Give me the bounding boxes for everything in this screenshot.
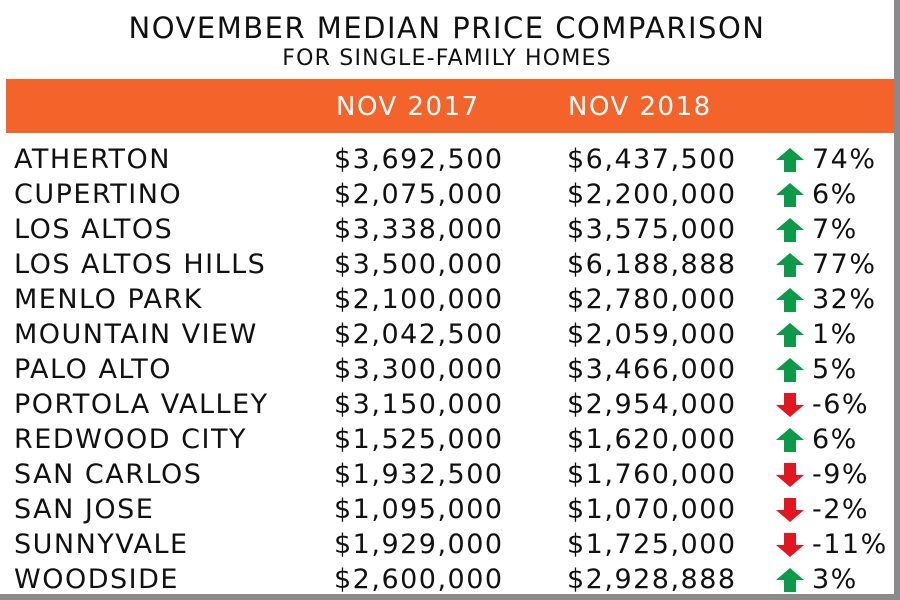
price-nov-2017: $1,929,000 [334, 529, 504, 560]
arrow-up-icon [776, 323, 804, 347]
table-row: SAN JOSE $1,095,000 $1,070,000 -2% [0, 492, 894, 527]
city-name: MOUNTAIN VIEW [14, 319, 258, 350]
percent-change: -9% [812, 459, 870, 490]
arrow-up-icon [776, 288, 804, 312]
city-name: SAN JOSE [14, 494, 155, 525]
price-nov-2017: $1,525,000 [334, 424, 504, 455]
table-row: CUPERTINO $2,075,000 $2,200,000 6% [0, 177, 894, 212]
table-row: LOS ALTOS HILLS $3,500,000 $6,188,888 77% [0, 247, 894, 282]
table-row: WOODSIDE $2,600,000 $2,928,888 3% [0, 562, 894, 597]
column-header-nov-2018: NOV 2018 [568, 92, 712, 122]
price-nov-2018: $3,466,000 [567, 354, 737, 385]
arrow-down-icon [776, 533, 804, 557]
arrow-down-icon [776, 393, 804, 417]
price-nov-2018: $1,725,000 [567, 529, 737, 560]
arrow-down-icon [776, 498, 804, 522]
price-table: ATHERTON $3,692,500 $6,437,500 74% CUPERTINO… [0, 142, 894, 597]
percent-change: 74% [812, 144, 877, 175]
page-title: NOVEMBER MEDIAN PRICE COMPARISON [128, 11, 766, 45]
price-nov-2017: $2,075,000 [334, 179, 504, 210]
table-row: PORTOLA VALLEY $3,150,000 $2,954,000 -6% [0, 387, 894, 422]
price-nov-2018: $1,070,000 [567, 494, 737, 525]
percent-change: 1% [812, 319, 858, 350]
percent-change: 5% [812, 354, 858, 385]
price-nov-2018: $3,575,000 [567, 214, 737, 245]
table-row: SUNNYVALE $1,929,000 $1,725,000 -11% [0, 527, 894, 562]
percent-change: 3% [812, 564, 858, 595]
price-nov-2017: $3,150,000 [334, 389, 504, 420]
city-name: CUPERTINO [14, 179, 183, 210]
price-nov-2017: $2,042,500 [334, 319, 504, 350]
city-name: PALO ALTO [14, 354, 172, 385]
city-name: MENLO PARK [14, 284, 203, 315]
percent-change: -11% [812, 529, 888, 560]
arrow-up-icon [776, 218, 804, 242]
arrow-up-icon [776, 183, 804, 207]
price-nov-2017: $2,100,000 [334, 284, 504, 315]
city-name: REDWOOD CITY [14, 424, 247, 455]
price-nov-2018: $2,059,000 [567, 319, 737, 350]
percent-change: 6% [812, 424, 858, 455]
page-subtitle: FOR SINGLE-FAMILY HOMES [282, 46, 612, 71]
price-nov-2018: $1,620,000 [567, 424, 737, 455]
price-nov-2018: $2,954,000 [567, 389, 737, 420]
price-nov-2017: $3,338,000 [334, 214, 504, 245]
table-row: ATHERTON $3,692,500 $6,437,500 74% [0, 142, 894, 177]
table-row: LOS ALTOS $3,338,000 $3,575,000 7% [0, 212, 894, 247]
percent-change: 77% [812, 249, 877, 280]
city-name: LOS ALTOS [14, 214, 174, 245]
arrow-up-icon [776, 568, 804, 592]
price-nov-2017: $2,600,000 [334, 564, 504, 595]
table-row: SAN CARLOS $1,932,500 $1,760,000 -9% [0, 457, 894, 492]
percent-change: -2% [812, 494, 870, 525]
price-nov-2017: $1,932,500 [334, 459, 504, 490]
column-header-band [6, 79, 894, 133]
table-row: MENLO PARK $2,100,000 $2,780,000 32% [0, 282, 894, 317]
percent-change: 7% [812, 214, 858, 245]
arrow-up-icon [776, 148, 804, 172]
arrow-up-icon [776, 428, 804, 452]
arrow-up-icon [776, 358, 804, 382]
city-name: SUNNYVALE [14, 529, 189, 560]
price-nov-2017: $3,500,000 [334, 249, 504, 280]
price-nov-2018: $2,780,000 [567, 284, 737, 315]
city-name: WOODSIDE [14, 564, 179, 595]
arrow-down-icon [776, 463, 804, 487]
price-nov-2017: $3,692,500 [334, 144, 504, 175]
price-nov-2017: $3,300,000 [334, 354, 504, 385]
percent-change: 6% [812, 179, 858, 210]
table-row: REDWOOD CITY $1,525,000 $1,620,000 6% [0, 422, 894, 457]
table-row: MOUNTAIN VIEW $2,042,500 $2,059,000 1% [0, 317, 894, 352]
price-nov-2017: $1,095,000 [334, 494, 504, 525]
city-name: SAN CARLOS [14, 459, 203, 490]
table-row: PALO ALTO $3,300,000 $3,466,000 5% [0, 352, 894, 387]
percent-change: -6% [812, 389, 870, 420]
column-header-nov-2017: NOV 2017 [336, 92, 480, 122]
price-nov-2018: $1,760,000 [567, 459, 737, 490]
city-name: LOS ALTOS HILLS [14, 249, 267, 280]
price-nov-2018: $6,188,888 [567, 249, 737, 280]
percent-change: 32% [812, 284, 877, 315]
arrow-up-icon [776, 253, 804, 277]
price-nov-2018: $2,200,000 [567, 179, 737, 210]
price-nov-2018: $6,437,500 [567, 144, 737, 175]
city-name: ATHERTON [14, 144, 171, 175]
price-nov-2018: $2,928,888 [567, 564, 737, 595]
city-name: PORTOLA VALLEY [14, 389, 269, 420]
